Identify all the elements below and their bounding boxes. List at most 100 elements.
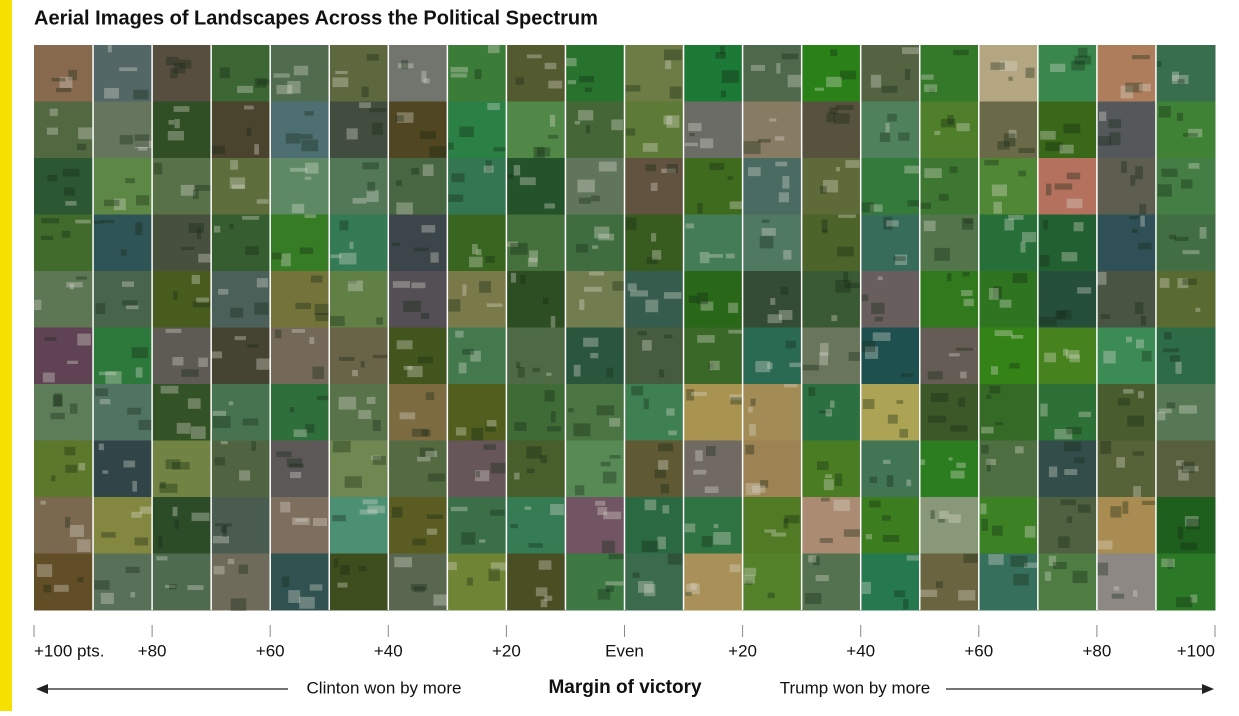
tile-texture: [514, 472, 520, 480]
tile: [978, 214, 1039, 272]
tile-texture: [935, 581, 943, 588]
tile-texture: [65, 516, 71, 528]
tile-texture: [63, 187, 76, 196]
tile-texture: [1072, 570, 1088, 583]
tile-texture: [170, 68, 178, 79]
tile: [919, 45, 980, 102]
tile-texture: [543, 297, 549, 305]
tile-texture: [839, 70, 857, 80]
tile-texture: [1182, 465, 1199, 472]
tile-texture: [526, 468, 535, 474]
tile: [978, 158, 1039, 215]
tile: [919, 553, 980, 611]
tile-texture: [51, 475, 56, 482]
tile-texture: [688, 123, 702, 132]
tile-texture: [997, 141, 1010, 150]
tile-texture: [870, 74, 882, 88]
tile-texture: [988, 554, 1004, 565]
tile-texture: [830, 400, 835, 408]
tile: [742, 214, 803, 272]
tile-texture: [487, 103, 500, 111]
tile-texture: [396, 340, 413, 350]
tile-texture: [709, 360, 720, 371]
tile-texture: [991, 525, 1003, 536]
tile-texture: [904, 165, 920, 174]
tick-label: +80: [138, 641, 167, 660]
tile-texture: [644, 499, 657, 511]
tile-texture: [1043, 220, 1049, 230]
tile: [919, 440, 980, 498]
tile-texture: [421, 70, 427, 83]
tile-texture: [78, 462, 86, 471]
tile-texture: [1158, 408, 1172, 414]
tile-texture: [483, 165, 494, 173]
tile-texture: [61, 230, 71, 238]
tile: [1096, 384, 1157, 441]
tile-texture: [102, 470, 109, 474]
tile-texture: [1171, 71, 1180, 81]
tile-texture: [107, 45, 112, 53]
tile-texture: [1132, 451, 1145, 456]
tile-texture: [708, 254, 723, 258]
tile-texture: [1009, 363, 1020, 369]
tile: [683, 384, 744, 441]
tile-texture: [417, 456, 431, 462]
tile-texture: [981, 444, 989, 454]
tile: [919, 327, 980, 385]
tile-texture: [397, 63, 414, 69]
tile-texture: [289, 463, 304, 468]
tile-texture: [822, 180, 839, 193]
tile-texture: [413, 247, 429, 252]
tile-texture: [837, 246, 854, 257]
tile: [801, 553, 862, 611]
tile-texture: [485, 160, 492, 172]
tile: [919, 101, 980, 159]
tile-texture: [759, 480, 769, 488]
tile: [93, 497, 153, 554]
tile-texture: [958, 590, 976, 601]
tile-texture: [1077, 287, 1092, 294]
tile-texture: [391, 242, 400, 246]
tile-texture: [299, 247, 314, 254]
tile-texture: [469, 256, 483, 268]
tile-texture: [93, 220, 103, 224]
tile-texture: [422, 164, 434, 177]
tile-texture: [787, 74, 806, 88]
tile: [211, 214, 271, 272]
tile-texture: [485, 256, 495, 263]
tile-texture: [654, 469, 667, 479]
tile-texture: [761, 227, 776, 236]
tile-texture: [727, 176, 733, 180]
tile-texture: [713, 523, 719, 529]
tile-texture: [507, 174, 514, 179]
tile-texture: [1181, 461, 1195, 473]
tile-texture: [75, 219, 91, 224]
tile-texture: [50, 412, 65, 420]
tile: [919, 271, 980, 328]
tile-texture: [1040, 130, 1056, 140]
tile-texture: [1178, 469, 1189, 481]
tile-texture: [625, 85, 641, 92]
tile-texture: [533, 146, 545, 160]
tile-texture: [1182, 278, 1197, 285]
tile-texture: [898, 132, 910, 141]
tile-texture: [1175, 361, 1182, 374]
tile: [211, 327, 271, 385]
tile-texture: [900, 373, 914, 378]
tile-texture: [585, 124, 591, 134]
tile-texture: [1199, 227, 1207, 239]
tile-texture: [584, 87, 592, 93]
tile-texture: [281, 253, 291, 267]
tile-texture: [690, 582, 697, 590]
tile-texture: [919, 589, 938, 598]
tile: [683, 497, 744, 554]
tile: [624, 45, 685, 102]
tile-texture: [1131, 228, 1138, 233]
tile-texture: [467, 577, 473, 586]
tile-texture: [893, 256, 906, 261]
tile-texture: [159, 481, 166, 489]
tile: [34, 384, 94, 441]
tile-texture: [642, 340, 652, 351]
tile-texture: [447, 562, 457, 571]
